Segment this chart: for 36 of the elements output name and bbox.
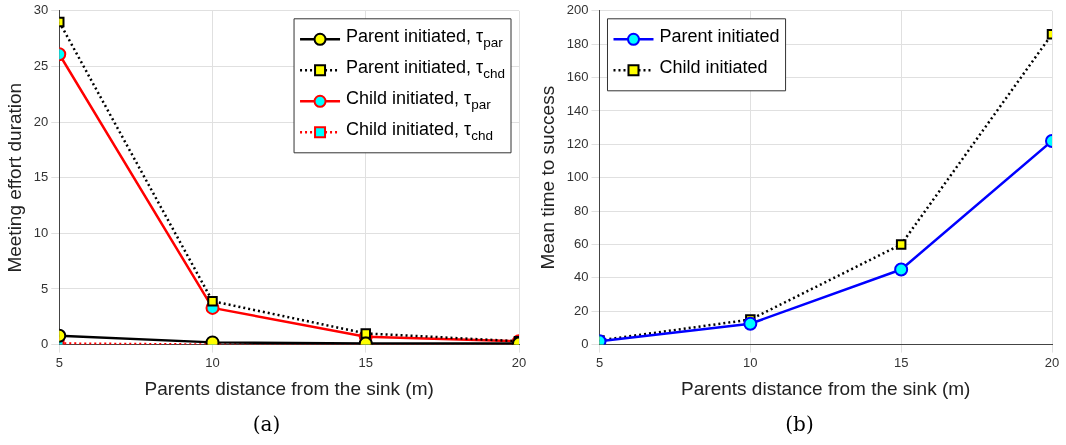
- y-tick-label: 180: [566, 35, 589, 51]
- legend-label: Parent initiated: [659, 26, 780, 47]
- y-tick-label: 40: [574, 269, 589, 285]
- y-tick-label: 140: [566, 102, 589, 118]
- y-axis-title: Meeting effort duration: [3, 82, 25, 273]
- x-tick-label: 20: [511, 354, 527, 370]
- y-tick-label: 200: [566, 2, 589, 18]
- x-tick-label: 5: [595, 354, 604, 370]
- x-axis-title: Parents distance from the sink (m): [144, 377, 434, 399]
- y-tick-label: 25: [33, 58, 49, 74]
- y-tick-label: 80: [574, 202, 589, 218]
- y-tick-label: 160: [566, 69, 589, 85]
- text: (b): [784, 412, 815, 436]
- x-tick-label: 5: [55, 354, 63, 370]
- y-tick-label: 0: [41, 336, 49, 352]
- y-tick-label: 20: [574, 302, 589, 318]
- y-tick-label: 60: [574, 236, 589, 252]
- y-tick-label: 0: [581, 336, 589, 352]
- point: [895, 239, 907, 250]
- y-tick-label: 5: [41, 280, 49, 296]
- x-tick-label: 15: [893, 354, 909, 370]
- y-tick-label: 10: [33, 224, 49, 240]
- x-tick-label: 10: [743, 354, 758, 370]
- x-tick-label: 20: [1044, 354, 1060, 370]
- y-tick-label: 15: [33, 169, 49, 185]
- point: [207, 295, 218, 307]
- legend-label: Child initiated: [659, 57, 768, 78]
- y-axis-title: Mean time to success: [536, 85, 558, 270]
- y-tick-label: 30: [33, 2, 49, 18]
- text: (a): [251, 412, 282, 436]
- x-tick-label: 15: [358, 354, 373, 370]
- y-tick-label: 120: [566, 135, 589, 151]
- x-axis-title: Parents distance from the sink (m): [681, 377, 971, 399]
- x-tick-label: 10: [205, 354, 220, 370]
- y-tick-label: 20: [33, 113, 49, 129]
- y-tick-label: 100: [566, 169, 589, 185]
